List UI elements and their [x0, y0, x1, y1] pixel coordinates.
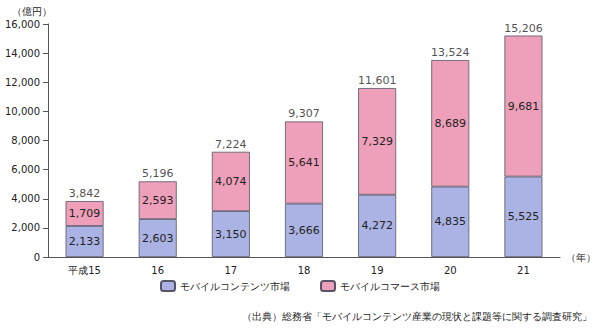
svg-text:3,150: 3,150: [215, 228, 247, 241]
svg-text:9,681: 9,681: [508, 100, 540, 113]
svg-text:5,525: 5,525: [508, 210, 540, 223]
svg-text:20: 20: [444, 265, 457, 276]
svg-text:7,329: 7,329: [361, 135, 393, 148]
svg-text:3,842: 3,842: [69, 187, 101, 200]
svg-text:2,603: 2,603: [142, 232, 174, 245]
svg-text:（出典）総務省「モバイルコンテンツ産業の現状と課題等に関する: （出典）総務省「モバイルコンテンツ産業の現状と課題等に関する調査研究」: [242, 311, 592, 322]
svg-text:13,524: 13,524: [431, 46, 470, 59]
svg-text:モバイルコンテンツ市場: モバイルコンテンツ市場: [180, 281, 290, 292]
svg-text:7,224: 7,224: [215, 138, 247, 151]
svg-text:平成15: 平成15: [68, 265, 101, 276]
svg-text:12,000: 12,000: [5, 77, 40, 88]
svg-text:21: 21: [517, 265, 530, 276]
svg-text:14,000: 14,000: [5, 48, 40, 59]
svg-text:8,689: 8,689: [435, 117, 467, 130]
svg-text:5,196: 5,196: [142, 167, 174, 180]
svg-text:0: 0: [34, 252, 40, 263]
svg-text:2,593: 2,593: [142, 194, 174, 207]
svg-text:6,000: 6,000: [11, 164, 40, 175]
svg-text:11,601: 11,601: [358, 74, 397, 87]
svg-text:4,074: 4,074: [215, 175, 247, 188]
svg-text:18: 18: [298, 265, 311, 276]
svg-text:2,000: 2,000: [11, 222, 40, 233]
svg-text:17: 17: [224, 265, 237, 276]
svg-text:1,709: 1,709: [69, 207, 101, 220]
svg-text:モバイルコマース市場: モバイルコマース市場: [340, 281, 440, 292]
svg-text:10,000: 10,000: [5, 106, 40, 117]
svg-text:19: 19: [371, 265, 384, 276]
svg-text:4,272: 4,272: [361, 219, 393, 232]
svg-text:15,206: 15,206: [504, 22, 543, 35]
svg-text:9,307: 9,307: [288, 107, 320, 120]
svg-text:3,666: 3,666: [288, 224, 320, 237]
svg-text:2,133: 2,133: [69, 235, 101, 248]
svg-text:16,000: 16,000: [5, 19, 40, 30]
svg-text:16: 16: [151, 265, 164, 276]
svg-text:（億円）: （億円）: [12, 6, 52, 17]
svg-text:8,000: 8,000: [11, 135, 40, 146]
svg-text:（年）: （年）: [566, 252, 596, 263]
svg-text:4,835: 4,835: [435, 215, 467, 228]
svg-text:4,000: 4,000: [11, 193, 40, 204]
svg-text:5,641: 5,641: [288, 156, 320, 169]
